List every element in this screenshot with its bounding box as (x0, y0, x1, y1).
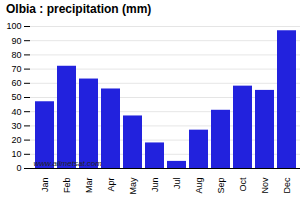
svg-text:Feb: Feb (62, 178, 72, 194)
html-text:Olbia : precipitation (mm): Olbia : precipitation (mm) (6, 2, 152, 16)
svg-text:Apr: Apr (106, 178, 116, 192)
svg-text:Jul: Jul (172, 178, 182, 190)
svg-text:Jan: Jan (40, 178, 50, 193)
svg-text:80: 80 (11, 50, 21, 60)
svg-text:70: 70 (11, 64, 21, 74)
svg-text:www.allmetsat.com: www.allmetsat.com (34, 159, 103, 168)
svg-text:Nov: Nov (260, 177, 270, 194)
svg-text:100: 100 (6, 21, 21, 31)
svg-text:40: 40 (11, 107, 21, 117)
svg-text:10: 10 (11, 149, 21, 159)
svg-text:Sep: Sep (216, 178, 226, 194)
svg-text:Mar: Mar (84, 177, 94, 193)
svg-text:30: 30 (11, 121, 21, 131)
svg-text:May: May (128, 177, 138, 195)
svg-text:50: 50 (11, 92, 21, 102)
svg-text:20: 20 (11, 135, 21, 145)
svg-text:0: 0 (16, 163, 21, 173)
svg-text:90: 90 (11, 36, 21, 46)
svg-text:Oct: Oct (238, 177, 248, 192)
svg-text:Dec: Dec (282, 177, 292, 194)
svg-text:Jun: Jun (150, 178, 160, 193)
svg-text:60: 60 (11, 78, 21, 88)
svg-text:Aug: Aug (194, 178, 204, 194)
